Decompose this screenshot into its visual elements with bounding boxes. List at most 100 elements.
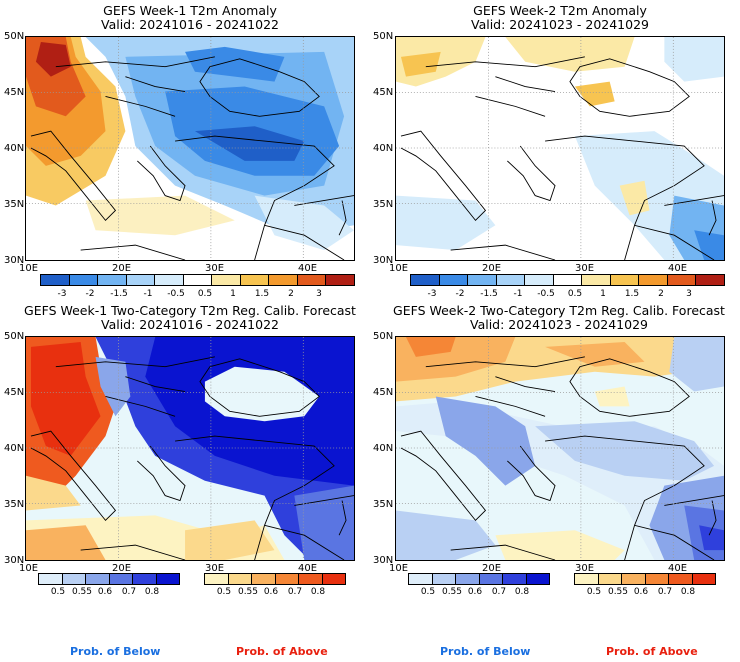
y-tick-label: 50N	[373, 331, 394, 342]
colorbar-swatch	[109, 574, 133, 584]
colorbar-swatch	[252, 574, 276, 584]
colorbar-swatch	[692, 574, 715, 584]
colorbar-label: 0.7	[121, 587, 137, 597]
colorbar-swatch	[432, 574, 456, 584]
colorbar-label: 2	[658, 289, 664, 299]
colorbar-swatch	[496, 275, 526, 285]
y-tick-label: 50N	[373, 31, 394, 42]
colorbar-swatch	[240, 275, 270, 285]
colorbar-swatch	[645, 574, 669, 584]
colorbar-swatch	[526, 574, 549, 584]
y-tick-label: 35N	[4, 199, 25, 210]
colorbar-swatch	[98, 275, 127, 285]
panel-title-br: GEFS Week-2 Two-Category T2m Reg. Calib.…	[378, 304, 740, 332]
colorbar-swatch	[156, 574, 179, 584]
colorbar-label: 1	[600, 289, 606, 299]
title-line1: GEFS Week-1 Two-Category T2m Reg. Calib.…	[24, 303, 356, 318]
colorbar-swatch	[62, 574, 86, 584]
prob-below-caption-left: Prob. of Below	[70, 645, 161, 658]
anomaly-colorbar-right	[410, 274, 725, 286]
colorbar-label: 0.6	[97, 587, 113, 597]
x-tick-label: 40E	[668, 263, 688, 274]
colorbar-label: -1.5	[110, 289, 128, 299]
x-tick-label: 30E	[205, 563, 225, 574]
x-tick-label: 20E	[482, 263, 502, 274]
colorbar-label: -1	[143, 289, 153, 299]
colorbar-swatch	[39, 574, 63, 584]
map-week1-anomaly	[25, 36, 355, 261]
y-tick-label: 45N	[4, 387, 25, 398]
colorbar-swatch	[275, 574, 299, 584]
colorbar-swatch	[409, 574, 433, 584]
colorbar-swatch	[69, 275, 99, 285]
title-line2: Valid: 20241023 - 20241029	[470, 17, 649, 32]
x-tick-label: 30E	[575, 263, 595, 274]
title-line1: GEFS Week-2 T2m Anomaly	[473, 3, 647, 18]
colorbar-label: 0.7	[491, 587, 507, 597]
prob-below-caption-right: Prob. of Below	[440, 645, 531, 658]
colorbar-swatch	[269, 275, 298, 285]
colorbar-label: 0.5	[50, 587, 66, 597]
map-week2-probability-svg	[396, 337, 724, 560]
prob-below-colorbar-right	[408, 573, 550, 585]
colorbar-label: 0.8	[310, 587, 326, 597]
prob-above-caption-left: Prob. of Above	[236, 645, 328, 658]
colorbar-label: 1	[230, 289, 236, 299]
colorbar-swatch	[639, 275, 668, 285]
colorbar-swatch	[322, 574, 345, 584]
y-tick-label: 40N	[4, 143, 25, 154]
colorbar-label: -0.5	[537, 289, 555, 299]
y-tick-label: 30N	[4, 255, 25, 266]
colorbar-label: -3	[427, 289, 437, 299]
colorbar-label: 3	[316, 289, 322, 299]
x-tick-label: 10E	[19, 263, 39, 274]
prob-above-colorbar-right	[574, 573, 716, 585]
colorbar-swatch	[326, 275, 355, 285]
colorbar-label: 0.7	[287, 587, 303, 597]
colorbar-label: 0.55	[441, 587, 463, 597]
colorbar-swatch	[439, 275, 469, 285]
y-tick-label: 45N	[373, 87, 394, 98]
title-line1: GEFS Week-2 Two-Category T2m Reg. Calib.…	[393, 303, 725, 318]
x-tick-label: 20E	[482, 563, 502, 574]
colorbar-swatch	[183, 275, 213, 285]
colorbar-label: 0.6	[263, 587, 279, 597]
colorbar-label: 0.5	[567, 289, 583, 299]
colorbar-swatch	[228, 574, 252, 584]
y-tick-label: 45N	[373, 387, 394, 398]
x-tick-label: 40E	[298, 563, 318, 574]
colorbar-label: -3	[57, 289, 67, 299]
map-week1-anomaly-svg	[26, 37, 354, 260]
colorbar-swatch	[299, 574, 323, 584]
colorbar-label: -0.5	[167, 289, 185, 299]
colorbar-label: 0.8	[144, 587, 160, 597]
colorbar-label: 0.5	[420, 587, 436, 597]
colorbar-label: 0.8	[680, 587, 696, 597]
colorbar-swatch	[479, 574, 503, 584]
colorbar-swatch	[297, 275, 327, 285]
colorbar-label: 0.6	[467, 587, 483, 597]
x-tick-label: 20E	[112, 563, 132, 574]
y-tick-label: 40N	[373, 443, 394, 454]
colorbar-label: 0.55	[237, 587, 259, 597]
colorbar-label: 0.55	[71, 587, 93, 597]
colorbar-swatch	[598, 574, 622, 584]
y-tick-label: 35N	[373, 499, 394, 510]
y-tick-label: 40N	[4, 443, 25, 454]
colorbar-label: 1.5	[624, 289, 640, 299]
colorbar-swatch	[126, 275, 156, 285]
x-tick-label: 10E	[389, 563, 409, 574]
colorbar-label: 1.5	[254, 289, 270, 299]
colorbar-label: 2	[288, 289, 294, 299]
y-tick-label: 45N	[4, 87, 25, 98]
x-tick-label: 10E	[389, 263, 409, 274]
y-tick-label: 35N	[4, 499, 25, 510]
colorbar-swatch	[86, 574, 110, 584]
colorbar-label: -1.5	[480, 289, 498, 299]
colorbar-label: 3	[686, 289, 692, 299]
title-line2: Valid: 20241016 - 20241022	[100, 317, 279, 332]
prob-above-colorbar-left	[204, 573, 346, 585]
y-tick-label: 40N	[373, 143, 394, 154]
title-line1: GEFS Week-1 T2m Anomaly	[103, 3, 277, 18]
y-tick-label: 30N	[4, 555, 25, 566]
